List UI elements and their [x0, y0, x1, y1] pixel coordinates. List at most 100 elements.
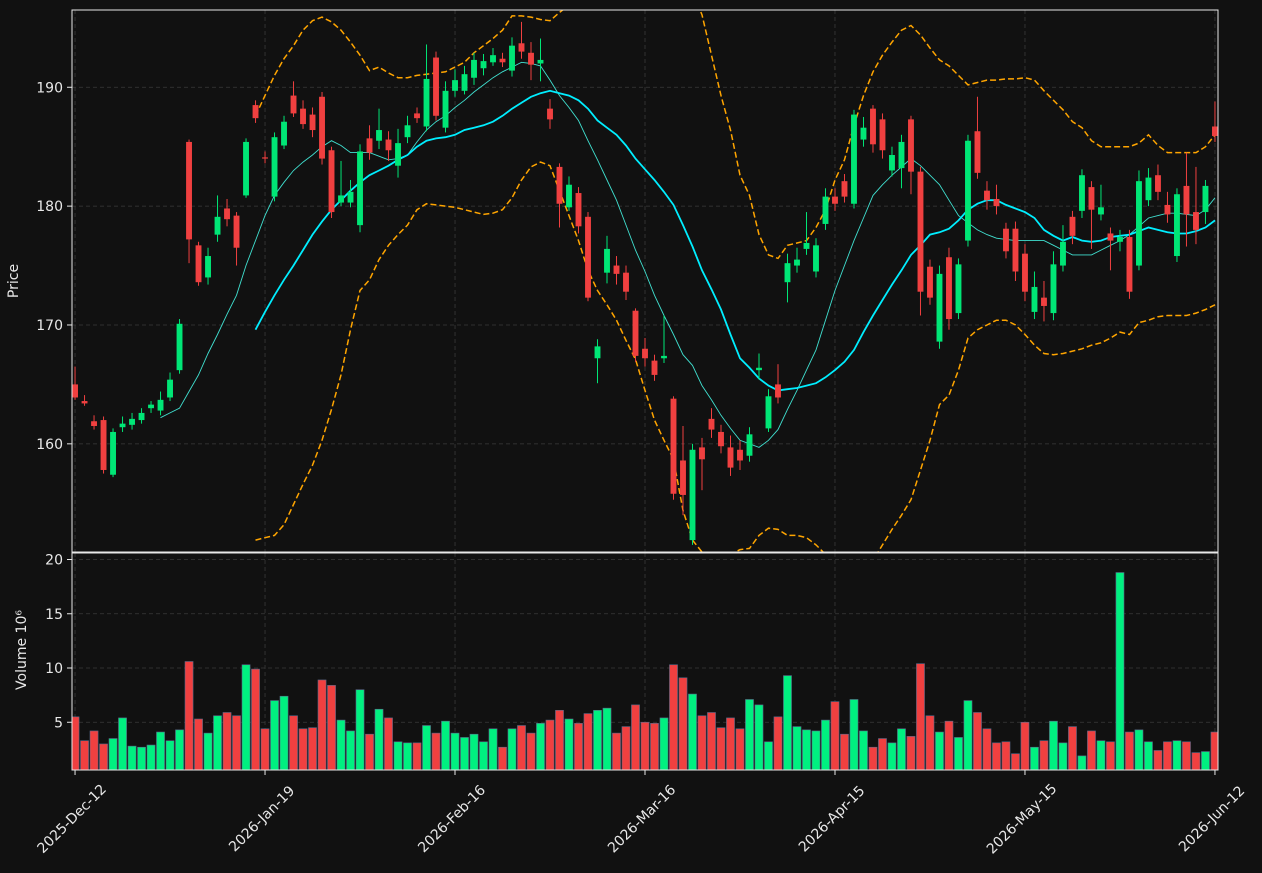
volume-bar: [887, 742, 897, 770]
candle-body: [300, 108, 306, 125]
candle-body: [1193, 212, 1199, 230]
candle-body: [1060, 241, 1066, 266]
candle-body: [138, 412, 145, 421]
candle-body: [167, 379, 173, 398]
volume-bar: [650, 723, 659, 770]
volume-bar: [640, 721, 650, 770]
volume-bar: [393, 741, 403, 770]
volume-bar: [431, 732, 441, 770]
volume-bar: [849, 699, 859, 770]
volume-bar: [251, 668, 260, 770]
candle-body: [528, 52, 534, 65]
candle-body: [72, 384, 78, 398]
y-axis-label: Price: [6, 264, 22, 298]
candle-body: [224, 208, 230, 220]
volume-bar: [146, 744, 156, 770]
candle-body: [452, 80, 458, 91]
candle-body: [1155, 175, 1161, 192]
candle-body: [718, 431, 724, 447]
candle-body: [708, 418, 715, 430]
y-tick-label: 20: [45, 553, 63, 569]
volume-bar: [184, 661, 194, 770]
volume-bar: [469, 733, 479, 770]
candle-body: [376, 130, 382, 141]
volume-bar: [270, 700, 279, 770]
volume-bar: [1020, 721, 1030, 770]
volume-bar: [954, 737, 963, 770]
candle-body: [927, 266, 933, 298]
candle-body: [898, 141, 905, 169]
volume-bar: [602, 707, 612, 770]
candle-body: [642, 348, 648, 359]
volume-bar: [118, 717, 127, 770]
volume-bar: [127, 745, 137, 770]
candle-body: [889, 155, 895, 171]
overlay-line: [254, 89, 1216, 392]
volume-bar: [1030, 746, 1039, 770]
candle-body: [499, 58, 506, 63]
candle-body: [1069, 216, 1076, 236]
candle-body: [243, 141, 249, 196]
volume-bar: [137, 746, 146, 770]
volume-bar: [593, 710, 602, 770]
candle-body: [604, 248, 610, 273]
candle-body: [509, 45, 515, 71]
volume-bar: [992, 742, 1001, 770]
volume-bar: [811, 730, 821, 770]
candle-body: [81, 401, 88, 404]
y-axis-label: Volume 10⁶: [14, 610, 30, 690]
volume-bar: [726, 717, 735, 770]
volume-bar: [773, 716, 783, 770]
candle-body: [1183, 185, 1190, 215]
volume-bar: [545, 719, 555, 770]
candle-body: [1174, 194, 1180, 257]
candle-body: [385, 139, 392, 151]
volume-bar: [89, 730, 99, 770]
volume-bar: [1201, 751, 1210, 770]
volume-bar: [716, 727, 726, 770]
candle-body: [290, 95, 297, 114]
candle-body: [547, 108, 553, 120]
candle-body: [100, 420, 107, 470]
volume-bar: [754, 704, 764, 770]
y-tick-label: 15: [45, 607, 63, 623]
volume-bar: [973, 712, 982, 770]
volume-bar: [1011, 753, 1020, 770]
volume-bar: [1210, 731, 1218, 770]
volume-bar: [1125, 731, 1134, 770]
candle-body: [566, 184, 572, 208]
candle-body: [186, 141, 192, 240]
panel-frame: [71, 552, 1219, 771]
candle-body: [1202, 185, 1209, 213]
volume-bar: [384, 717, 393, 770]
volume-bar: [507, 728, 517, 770]
candle-body: [585, 216, 591, 298]
volume-bar: [1115, 572, 1125, 770]
candle-body: [1022, 253, 1028, 292]
candle-body: [205, 256, 211, 278]
candle-body: [917, 171, 924, 292]
volume-bar: [327, 685, 336, 770]
candle-body: [784, 263, 791, 283]
candle-body: [110, 431, 116, 475]
volume-bar: [1001, 741, 1011, 770]
candle-body: [1126, 237, 1133, 292]
candle-body: [908, 119, 914, 172]
volume-bar: [982, 728, 992, 770]
y-tick-label: 180: [36, 199, 63, 215]
candle-body: [490, 55, 496, 63]
volume-bar: [963, 700, 973, 770]
y-tick-label: 170: [36, 318, 63, 334]
candle-body: [423, 78, 430, 127]
y-tick-label: 190: [36, 80, 63, 96]
volume-bar: [802, 729, 811, 770]
price-plot: [72, 10, 1218, 552]
volume-bar: [336, 719, 346, 770]
candle-body: [262, 157, 268, 159]
candle-body: [252, 105, 259, 119]
volume-bar: [308, 727, 317, 770]
volume-bar: [1191, 752, 1201, 770]
candle-body: [651, 360, 658, 375]
candle-body: [575, 193, 582, 227]
